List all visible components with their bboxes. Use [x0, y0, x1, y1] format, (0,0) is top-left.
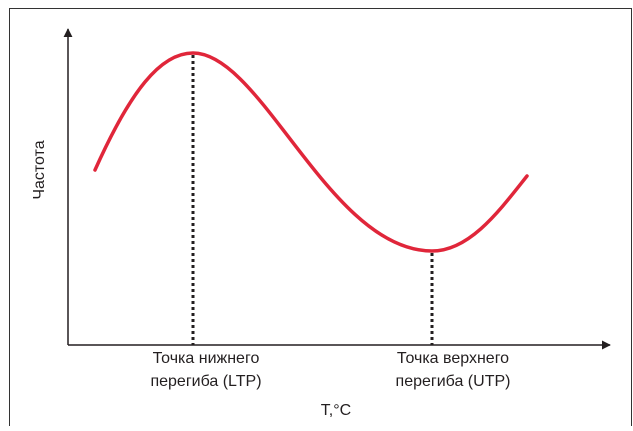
- ltp-label: Точка нижнего: [153, 350, 260, 367]
- utp-label: перегиба (UTP): [396, 373, 511, 390]
- curve: [93, 51, 529, 253]
- y-axis-label: Частота: [31, 140, 48, 199]
- x-axis-label: T,°C: [321, 402, 351, 419]
- frame: [9, 8, 632, 426]
- ltp-label: перегиба (LTP): [150, 373, 261, 390]
- utp-label: Точка верхнего: [397, 350, 509, 367]
